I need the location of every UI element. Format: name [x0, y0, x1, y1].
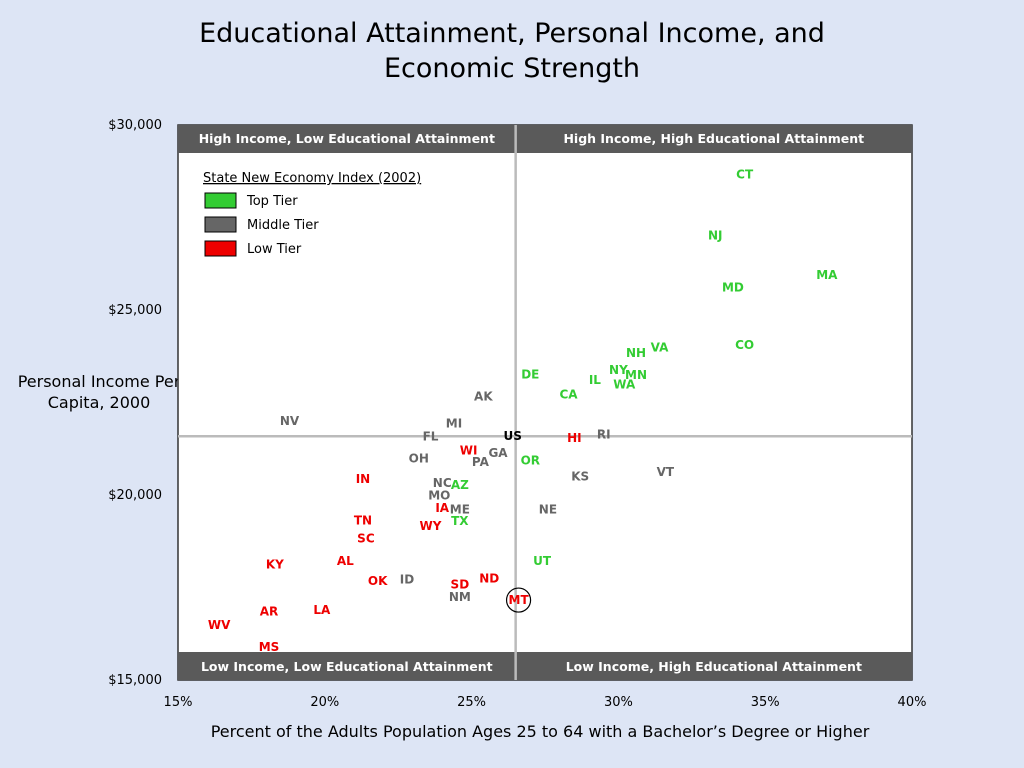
- chart-title-line-1: Educational Attainment, Personal Income,…: [199, 18, 825, 49]
- data-point-pa: PA: [472, 455, 490, 469]
- x-tick-label: 15%: [164, 695, 193, 710]
- data-point-co: CO: [735, 338, 754, 352]
- data-point-hi: HI: [567, 431, 582, 445]
- legend-title: State New Economy Index (2002): [203, 171, 421, 186]
- data-point-wy: WY: [420, 519, 442, 533]
- legend-entry-label: Low Tier: [247, 242, 302, 257]
- data-point-nc: NC: [433, 476, 452, 490]
- data-point-ok: OK: [368, 574, 388, 588]
- chart-title: Educational Attainment, Personal Income,…: [0, 16, 1024, 86]
- x-tick-label: 25%: [457, 695, 486, 710]
- data-point-sd: SD: [451, 578, 470, 592]
- data-point-mn: MN: [625, 368, 647, 382]
- data-point-ny: NY: [609, 363, 628, 377]
- data-point-tn: TN: [354, 514, 372, 528]
- top-band: [178, 125, 912, 153]
- data-point-ar: AR: [260, 605, 279, 619]
- data-point-sc: SC: [357, 532, 375, 546]
- data-point-mt: MT: [509, 593, 530, 607]
- data-point-ct: CT: [736, 168, 754, 182]
- plot-area: [177, 124, 913, 681]
- data-point-ri: RI: [597, 427, 611, 441]
- data-point-ak: AK: [474, 390, 493, 404]
- data-point-nm: NM: [449, 590, 471, 604]
- data-point-wi: WI: [460, 444, 478, 458]
- quadrant-label-top-left: High Income, Low Educational Attainment: [199, 131, 495, 146]
- y-tick-label: $25,000: [108, 303, 162, 318]
- data-point-in: IN: [356, 472, 371, 486]
- legend-swatch: [204, 240, 237, 257]
- highlight-circle: [505, 587, 532, 613]
- data-point-ca: CA: [559, 387, 578, 401]
- data-point-mo: MO: [428, 489, 450, 503]
- bottom-band: [178, 652, 912, 680]
- x-axis-label: Percent of the Adults Population Ages 25…: [210, 722, 870, 741]
- data-point-ut: UT: [533, 554, 552, 568]
- data-point-fl: FL: [423, 430, 439, 444]
- data-point-il: IL: [589, 373, 601, 387]
- data-point-tx: TX: [451, 514, 469, 528]
- data-point-ky: KY: [266, 558, 284, 572]
- data-point-nj: NJ: [708, 229, 723, 243]
- quadrant-label-bottom-left: Low Income, Low Educational Attainment: [201, 659, 493, 674]
- data-point-oh: OH: [409, 451, 429, 465]
- y-tick-label: $15,000: [108, 673, 162, 688]
- data-point-ks: KS: [571, 470, 589, 484]
- data-point-mi: MI: [446, 417, 462, 431]
- data-point-nd: ND: [479, 572, 499, 586]
- chart-title-line-2: Economic Strength: [383, 53, 641, 84]
- x-tick-label: 40%: [898, 695, 927, 710]
- quadrant-label-top-right: High Income, High Educational Attainment: [563, 131, 864, 146]
- data-point-vt: VT: [657, 465, 675, 479]
- legend-swatch: [204, 216, 237, 233]
- data-point-ne: NE: [539, 502, 557, 516]
- data-point-va: VA: [651, 341, 669, 355]
- data-point-de: DE: [521, 367, 539, 381]
- data-point-az: AZ: [451, 478, 469, 492]
- data-point-ma: MA: [816, 268, 838, 282]
- data-point-or: OR: [521, 454, 540, 468]
- x-tick-label: 35%: [751, 695, 780, 710]
- legend-entry-label: Top Tier: [246, 194, 298, 209]
- x-tick-label: 20%: [310, 695, 339, 710]
- legend-entry-label: Middle Tier: [247, 218, 319, 233]
- y-tick-label: $20,000: [108, 488, 162, 503]
- data-point-id: ID: [400, 573, 414, 587]
- x-tick-label: 30%: [604, 695, 633, 710]
- y-tick-label: $30,000: [108, 118, 162, 133]
- data-point-al: AL: [337, 554, 354, 568]
- data-point-nh: NH: [626, 346, 646, 360]
- y-axis-label: Personal Income Per Capita, 2000: [17, 372, 181, 412]
- data-point-ia: IA: [435, 501, 449, 515]
- data-point-ga: GA: [488, 446, 508, 460]
- data-point-md: MD: [722, 280, 744, 294]
- data-point-ms: MS: [259, 640, 280, 654]
- quadrant-label-bottom-right: Low Income, High Educational Attainment: [566, 659, 862, 674]
- data-point-me: ME: [450, 502, 470, 516]
- data-point-nv: NV: [280, 414, 300, 428]
- data-point-wv: WV: [208, 618, 231, 632]
- data-point-wa: WA: [613, 378, 636, 392]
- data-point-us: US: [504, 429, 522, 443]
- legend-swatch: [204, 192, 237, 209]
- data-point-la: LA: [313, 603, 331, 617]
